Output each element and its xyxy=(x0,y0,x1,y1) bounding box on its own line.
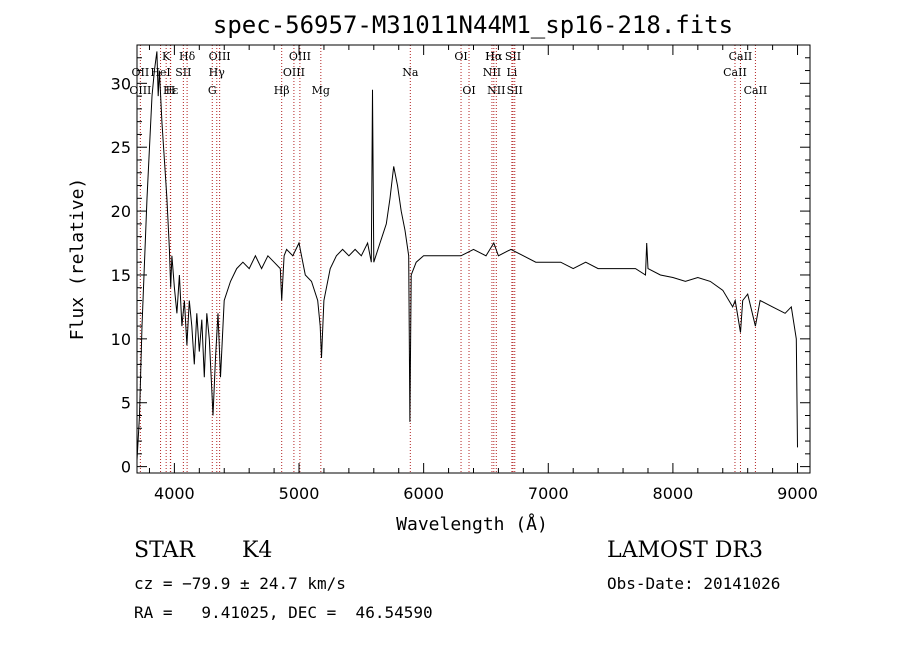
coordinates: RA = 9.41025, DEC = 46.54590 xyxy=(134,603,433,622)
line-marker-label: SII xyxy=(505,50,521,63)
y-tick-label: 30 xyxy=(111,74,131,93)
y-tick-label: 0 xyxy=(121,458,131,477)
line-marker-label: OIII xyxy=(209,50,231,63)
line-marker-label: OIII xyxy=(289,50,311,63)
y-axis-label: Flux (relative) xyxy=(67,178,88,341)
line-marker-label: OIII xyxy=(283,66,305,79)
line-marker-label: Mg xyxy=(312,84,330,97)
line-marker-label: NII xyxy=(483,66,501,79)
y-tick-label: 5 xyxy=(121,394,131,413)
chart-title: spec-56957-M31011N44M1_sp16-218.fits xyxy=(213,11,733,39)
line-marker-label: Hα xyxy=(485,50,503,63)
x-axis-label: Wavelength (Å) xyxy=(396,513,548,535)
line-marker-label: Hα xyxy=(485,50,503,63)
line-marker-label: CaII xyxy=(723,66,747,79)
x-tick-label: 9000 xyxy=(777,484,818,503)
line-marker-label: Li xyxy=(506,66,517,79)
spectrum-line xyxy=(136,51,798,461)
y-axis: 0 5 10 15 20 25 30 xyxy=(111,57,810,477)
x-tick-label: 5000 xyxy=(279,484,320,503)
y-tick-label: 20 xyxy=(111,202,131,221)
plot-frame xyxy=(136,44,811,474)
line-marker-label: Na xyxy=(402,66,419,79)
observation-date: Obs-Date: 20141026 xyxy=(607,574,781,593)
redshift-cz: cz = −79.9 ± 24.7 km/s xyxy=(134,574,346,593)
line-marker-label: OI xyxy=(462,84,475,97)
line-marker-label: NII xyxy=(487,84,505,97)
object-class: STAR xyxy=(134,538,195,563)
line-marker-label: Hδ xyxy=(179,50,196,63)
x-tick-label: 4000 xyxy=(154,484,195,503)
x-tick-label: 6000 xyxy=(403,484,444,503)
survey-name: LAMOST DR3 xyxy=(607,538,763,563)
line-marker-label: SII xyxy=(175,66,191,79)
line-marker-label: G xyxy=(208,84,217,97)
line-marker-label: OI xyxy=(454,50,467,63)
line-marker-label: OII xyxy=(132,66,150,79)
line-marker-label: K xyxy=(162,50,171,63)
x-tick-label: 7000 xyxy=(528,484,569,503)
line-marker-label: Hγ xyxy=(209,66,226,79)
line-marker-label: Hβ xyxy=(274,84,290,97)
y-tick-label: 15 xyxy=(111,266,131,285)
line-marker-label: OIII xyxy=(129,84,151,97)
y-tick-label: 10 xyxy=(111,330,131,349)
line-marker-label: HeI xyxy=(150,66,170,79)
line-marker-label: H xyxy=(166,84,176,97)
x-axis: 4000 5000 6000 7000 8000 9000 xyxy=(148,45,818,503)
line-marker-label: CaII xyxy=(729,50,753,63)
object-subclass: K4 xyxy=(242,538,273,563)
y-tick-label: 25 xyxy=(111,138,131,157)
line-marker-label: CaII xyxy=(744,84,768,97)
line-marker-label: SII xyxy=(507,84,523,97)
x-tick-label: 8000 xyxy=(653,484,694,503)
